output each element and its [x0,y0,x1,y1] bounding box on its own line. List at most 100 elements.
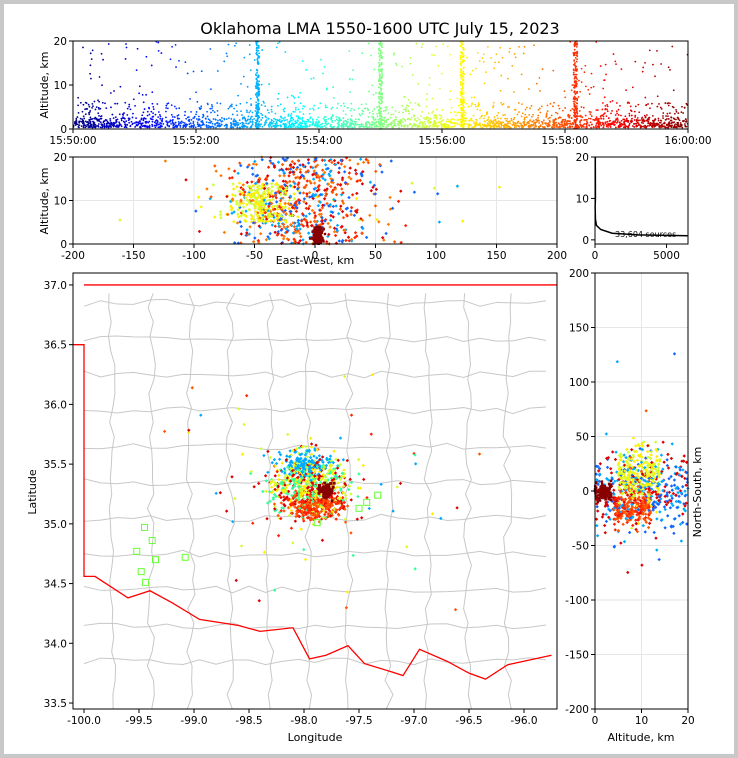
source-point [500,101,502,104]
source-point [512,121,515,123]
source-point [221,120,224,123]
source-point [662,117,664,120]
source-point [124,58,127,60]
source-point [542,119,545,122]
source-point [282,117,285,120]
source-point [474,123,477,125]
source-point [422,126,424,129]
source-point [251,118,254,121]
county-line [83,370,547,379]
source-point [151,91,154,94]
source-point [200,107,202,110]
source-point [507,122,509,125]
source-point [469,73,472,76]
source-point [480,126,482,128]
source-point [403,118,406,121]
source-point [555,125,558,128]
source-point [385,121,388,124]
burst-point [378,101,381,103]
source-point [520,124,523,127]
source-point [376,115,379,118]
source-point [182,126,184,129]
source-point [510,119,513,122]
source-point [266,165,271,169]
source-point [269,121,272,124]
burst-point [461,46,464,49]
source-point [350,123,353,125]
source-point [416,124,419,127]
burst-point [460,99,462,102]
source-point [225,118,228,121]
source-point [538,122,541,124]
source-point [146,110,149,113]
burst-point [462,119,464,121]
source-point [360,103,363,106]
source-point [677,112,680,115]
source-point [359,157,363,161]
source-point [577,96,580,98]
source-point [401,104,404,107]
source-point [117,126,119,129]
source-point [371,110,374,112]
source-point [641,116,644,119]
source-point [630,114,633,117]
source-point [510,117,513,120]
source-point [233,118,236,121]
source-point [216,109,219,112]
source-point [289,114,292,117]
source-point [607,126,609,128]
source-point [338,118,341,121]
source-point [616,117,619,120]
source-point [151,102,154,105]
burst-point [462,104,465,107]
source-point [357,472,361,476]
source-point [564,126,567,129]
source-point [329,184,333,189]
source-point [341,215,346,220]
source-point [415,42,418,45]
source-point [648,124,651,127]
source-point [301,116,304,119]
source-point [360,182,365,186]
source-point [513,116,516,119]
x-tick-label: 15:56:00 [418,135,465,147]
source-point [298,170,303,174]
source-point [367,109,370,111]
source-point [410,181,414,185]
source-point [601,108,604,111]
source-point [586,118,588,121]
source-point [169,58,172,61]
x-tick-label: 150 [486,250,506,262]
source-point [621,123,624,126]
source-point [223,124,226,127]
source-point [366,107,369,110]
source-point [425,116,428,119]
burst-point [574,56,577,59]
source-point [354,196,359,201]
source-point [186,72,189,75]
source-point [525,116,528,119]
source-point [509,126,512,129]
source-point [198,106,201,109]
source-point [501,56,504,59]
source-point [118,218,122,222]
source-point [320,125,323,128]
source-point [434,45,437,48]
source-point [483,82,486,85]
burst-point [257,47,260,49]
source-point [101,125,104,128]
source-point [209,88,212,91]
source-point [603,112,606,115]
burst-point [461,123,464,126]
source-point [628,102,631,104]
source-point [77,96,80,99]
source-point [151,120,154,123]
source-point [205,124,208,127]
source-point [432,110,435,113]
source-point [272,502,277,506]
source-point [235,185,239,189]
source-point [561,123,564,126]
source-point [578,126,581,129]
source-point [159,117,162,120]
